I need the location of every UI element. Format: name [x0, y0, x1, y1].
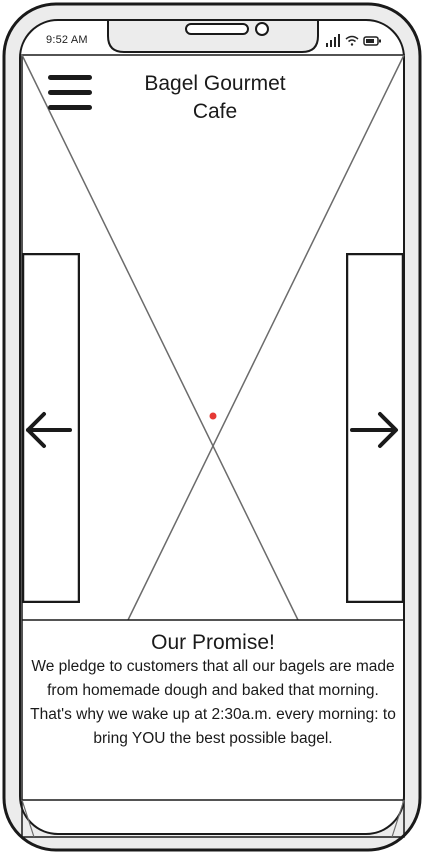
carousel-indicator-dot — [209, 412, 217, 420]
speaker-grille — [185, 23, 249, 35]
wifi-icon — [345, 35, 359, 46]
carousel-prev-button[interactable] — [21, 252, 81, 604]
carousel-next-button[interactable] — [345, 252, 405, 604]
status-time: 9:52 AM — [46, 34, 88, 46]
promise-title: Our Promise! — [151, 631, 275, 654]
hero-image-placeholder — [21, 54, 405, 621]
promise-body: We pledge to customers that all our bage… — [30, 658, 396, 747]
hamburger-menu-icon[interactable] — [48, 72, 92, 114]
app-title: Bagel Gourmet Cafe — [110, 70, 320, 126]
app-title-line1: Bagel Gourmet — [144, 72, 286, 95]
footer-placeholder — [21, 799, 405, 838]
front-camera — [255, 22, 269, 36]
arrow-left-icon — [26, 412, 72, 448]
status-icons — [326, 34, 381, 47]
battery-icon — [363, 36, 381, 46]
menu-bar-middle — [48, 90, 92, 95]
app-title-line2: Cafe — [192, 100, 238, 123]
menu-bar-bottom — [48, 105, 92, 110]
arrow-right-icon — [350, 412, 398, 448]
signal-icon — [326, 34, 340, 47]
menu-bar-top — [48, 75, 92, 80]
